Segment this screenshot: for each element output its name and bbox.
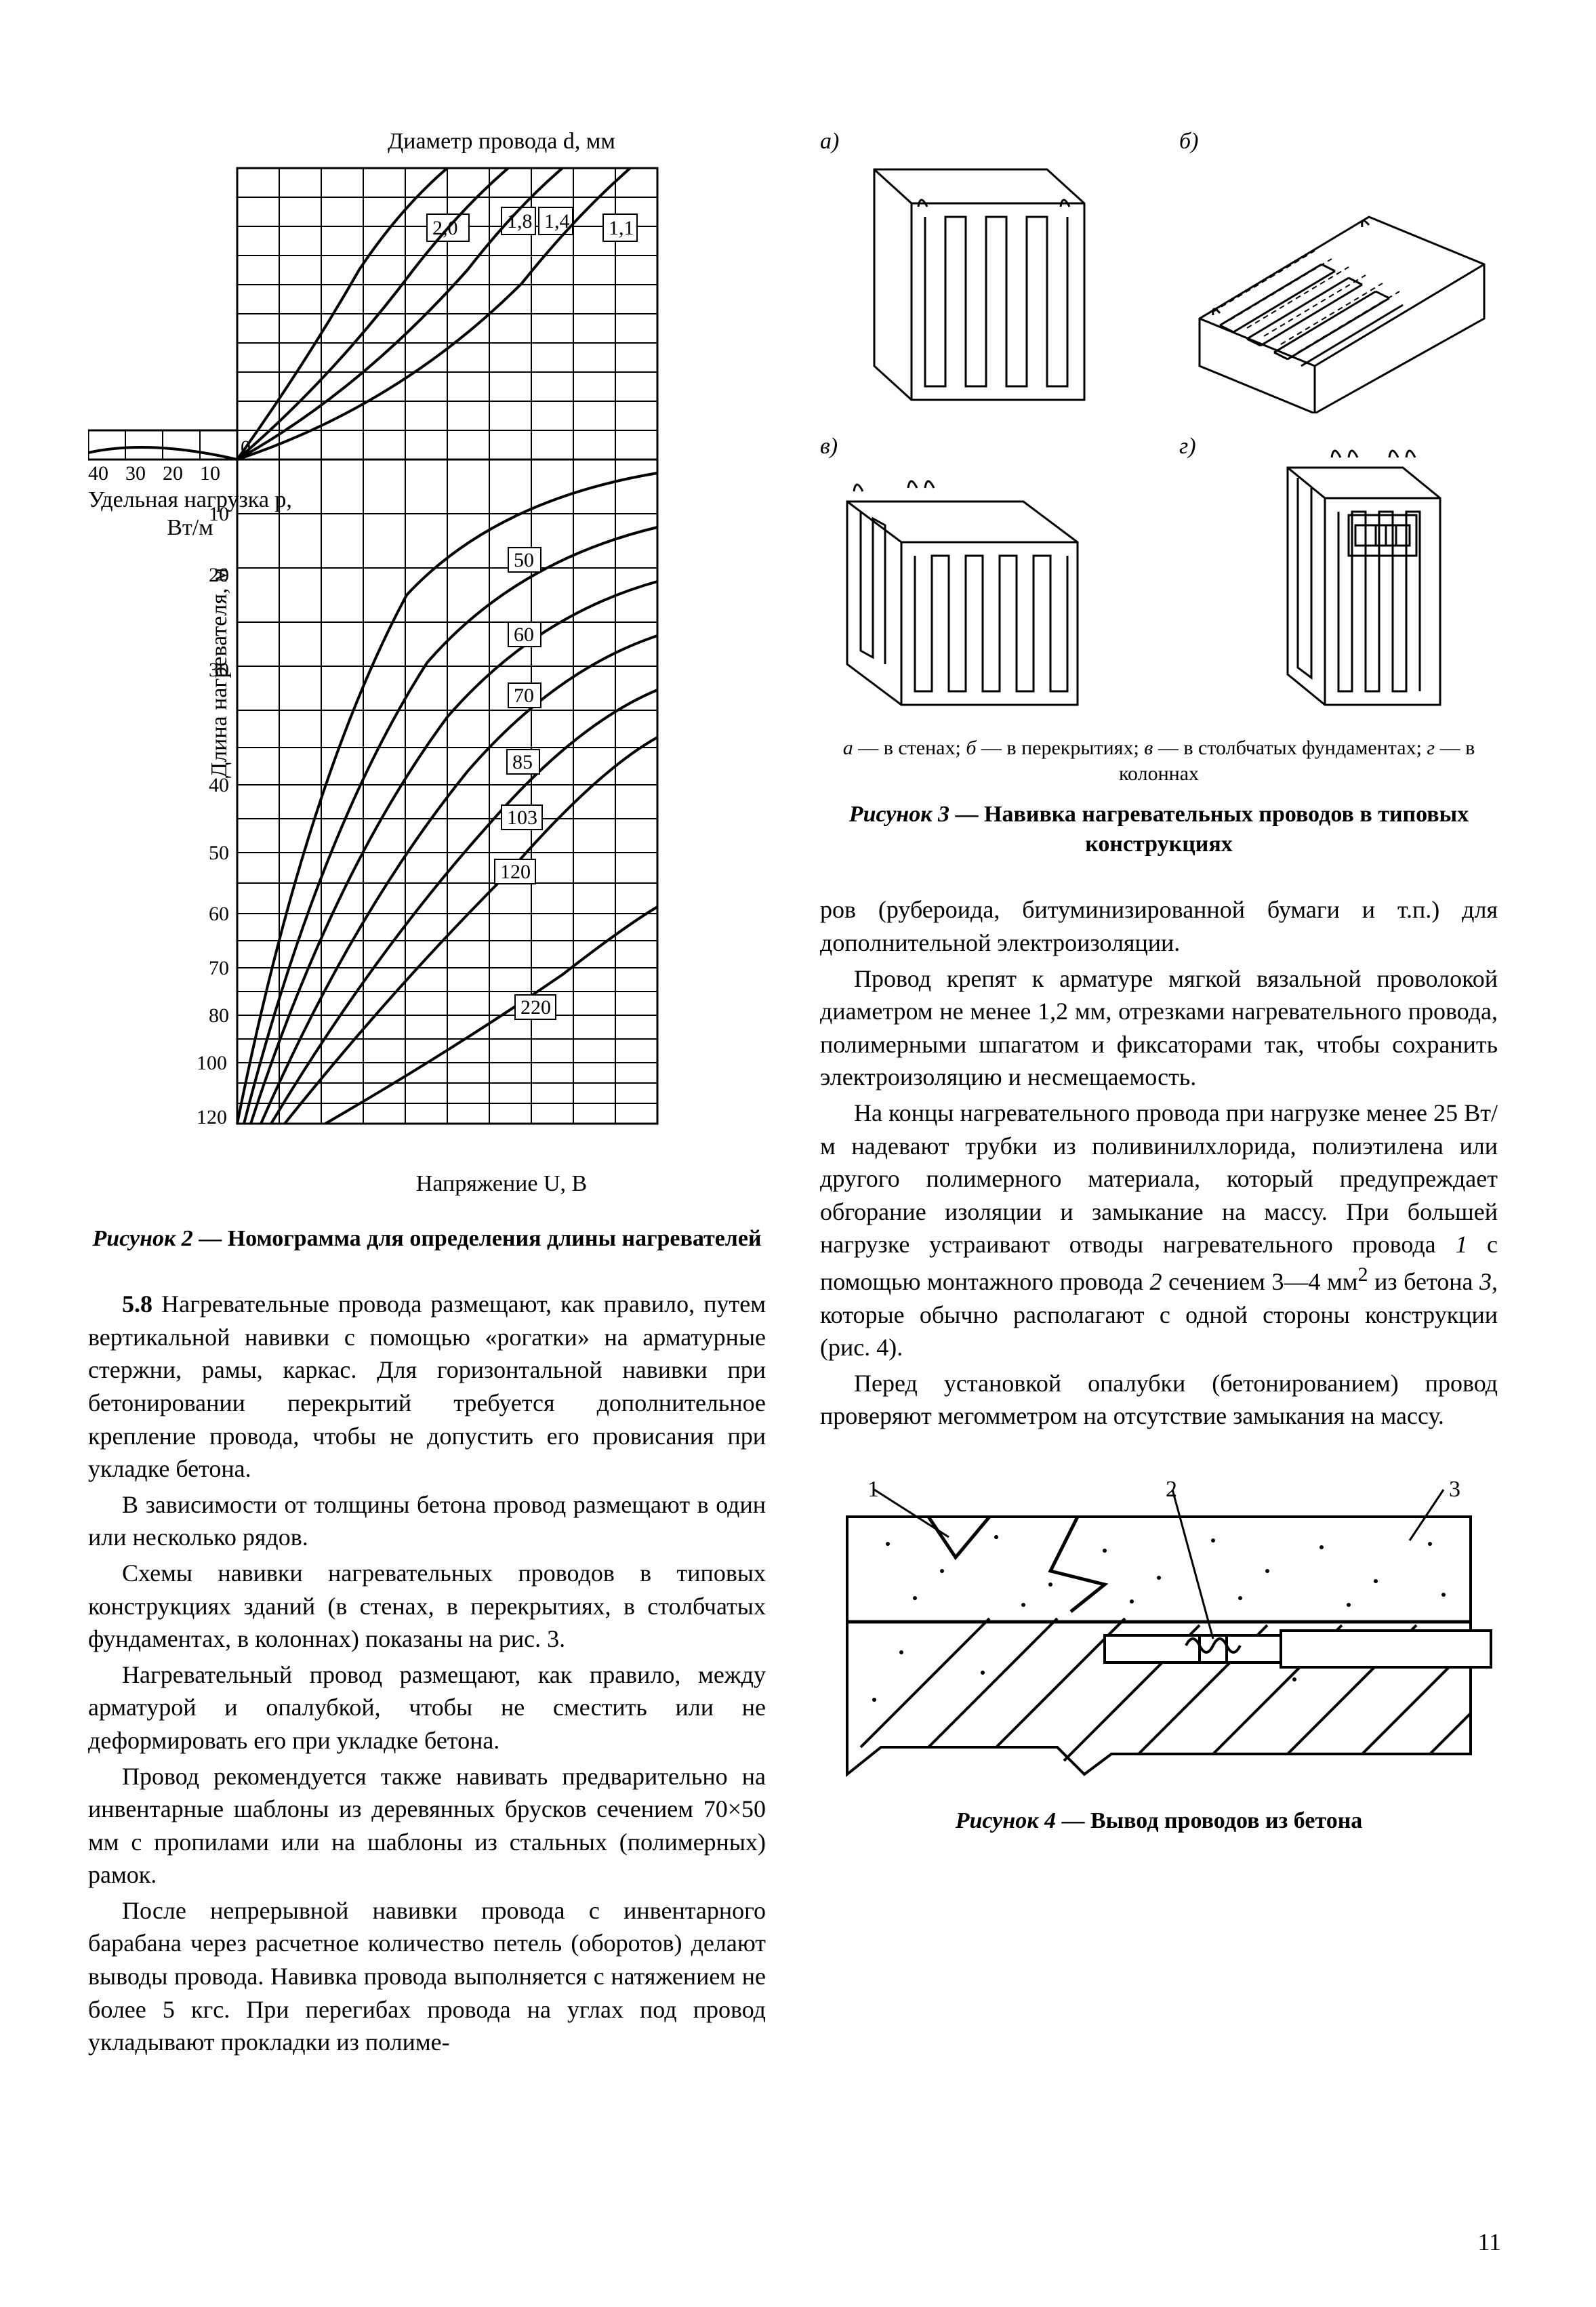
svg-text:103: 103 [507, 807, 537, 829]
diagram-d-svg [1179, 434, 1491, 718]
svg-text:40: 40 [88, 462, 108, 485]
chart-left-label: Удельная нагрузка p, Вт/м [88, 487, 292, 542]
nomogram-chart: Удельная нагрузка p, Вт/м Длина нагреват… [88, 161, 671, 1144]
diagram-d: г) [1179, 434, 1498, 718]
para-l2: В зависимости от толщины бетона провод р… [88, 1488, 766, 1554]
svg-text:10: 10 [200, 462, 220, 485]
diagram-b-svg [1179, 129, 1491, 413]
para-l3: Схемы навивки нагревательных проводов в … [88, 1557, 766, 1656]
diagram-a: а) [820, 129, 1139, 413]
svg-text:100: 100 [197, 1052, 227, 1074]
right-column: а) б) [820, 129, 1498, 2203]
svg-text:3: 3 [1449, 1477, 1460, 1502]
svg-text:70: 70 [514, 685, 534, 707]
figure4-svg: 1 2 3 [820, 1469, 1498, 1781]
para-5-8: 5.8 Нагревательные провода размещают, ка… [88, 1288, 766, 1486]
chart-bottom-axis-label: Напряжение U, В [237, 1171, 766, 1197]
figure3-caption: Рисунок 3 — Навивка нагревательных прово… [820, 800, 1498, 859]
svg-text:85: 85 [512, 751, 533, 773]
chart-y-axis-label: Длина нагревателя, м [207, 568, 232, 778]
diagram-a-svg [820, 129, 1132, 413]
para-r1: ров (рубероида, битуминизированной бумаг… [820, 893, 1498, 959]
svg-text:20: 20 [163, 462, 183, 485]
page-number: 11 [1477, 2228, 1501, 2256]
svg-text:50: 50 [514, 549, 534, 571]
para-l6: После непрерывной навивки провода с инве… [88, 1894, 766, 2059]
para-l5: Провод рекомендуется также навивать пред… [88, 1760, 766, 1892]
nomogram-svg: 2,0 1,8 1,4 1,1 [88, 161, 671, 1144]
svg-text:80: 80 [209, 1004, 229, 1027]
svg-text:220: 220 [520, 996, 551, 1019]
left-body-text: 5.8 Нагревательные провода размещают, ка… [88, 1288, 766, 2062]
svg-text:1: 1 [867, 1477, 879, 1502]
left-column: Диаметр провода d, мм Удельная нагрузка … [88, 129, 766, 2203]
right-body-text: ров (рубероида, битуминизированной бумаг… [820, 893, 1498, 1435]
svg-text:60: 60 [209, 903, 229, 925]
svg-text:30: 30 [125, 462, 146, 485]
figure4: 1 2 3 Рисунок 4 — Вывод проводов из бето… [820, 1469, 1498, 1834]
svg-text:2: 2 [1166, 1477, 1177, 1502]
svg-text:60: 60 [514, 624, 534, 646]
para-r3: На концы нагревательного провода при наг… [820, 1097, 1498, 1364]
svg-text:70: 70 [209, 957, 229, 979]
svg-text:120: 120 [500, 861, 531, 883]
diagram-c: в) [820, 434, 1139, 718]
figure2-caption: Рисунок 2 — Номограмма для определения д… [88, 1224, 766, 1254]
svg-text:1,4: 1,4 [544, 210, 570, 232]
diagram-b: б) [1179, 129, 1498, 413]
svg-text:0: 0 [241, 436, 251, 459]
para-l4: Нагревательный провод размещают, как пра… [88, 1658, 766, 1757]
svg-text:1,1: 1,1 [609, 217, 634, 239]
svg-text:1,8: 1,8 [507, 210, 533, 232]
para-r4: Перед установкой опалубки (бетонирование… [820, 1367, 1498, 1433]
figure4-caption: Рисунок 4 — Вывод проводов из бетона [820, 1808, 1498, 1834]
figure3-note: а — в стенах; б — в перекрытиях; в — в с… [820, 735, 1498, 786]
diagram-c-svg [820, 434, 1132, 718]
para-r2: Провод крепят к арматуре мягкой вязально… [820, 962, 1498, 1094]
svg-text:50: 50 [209, 842, 229, 864]
svg-text:120: 120 [197, 1106, 227, 1128]
figure3-diagrams: а) б) [820, 129, 1498, 718]
chart-top-axis-label: Диаметр провода d, мм [237, 129, 766, 155]
